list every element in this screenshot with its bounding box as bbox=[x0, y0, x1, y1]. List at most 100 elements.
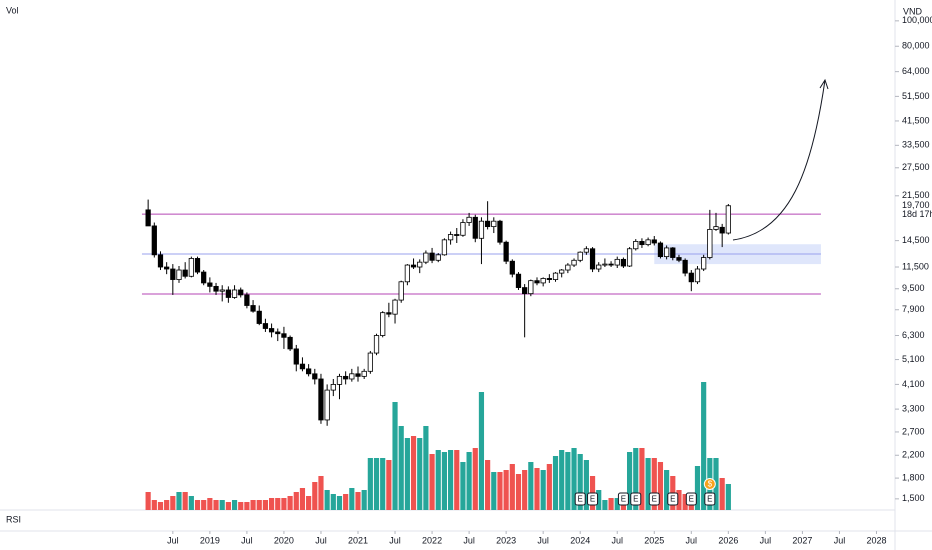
volume-bar bbox=[429, 454, 435, 510]
volume-bar bbox=[281, 498, 287, 510]
volume-bar bbox=[639, 448, 645, 510]
candle-body bbox=[725, 205, 731, 234]
candle-body bbox=[614, 258, 620, 266]
x-tick-label: Jul bbox=[241, 535, 253, 545]
candle-body bbox=[231, 289, 238, 298]
candle-body bbox=[682, 259, 688, 274]
candle-body bbox=[305, 368, 312, 375]
earnings-label: E bbox=[578, 495, 583, 504]
y-tick-label: 33,500 bbox=[902, 140, 930, 150]
x-tick-label: Jul bbox=[463, 535, 475, 545]
volume-bar bbox=[145, 492, 151, 510]
arrow-head bbox=[819, 78, 829, 90]
y-tick-label: 51,500 bbox=[902, 91, 930, 101]
x-tick-label: Jul bbox=[389, 535, 401, 545]
volume-bar bbox=[460, 462, 466, 510]
x-tick-label: Jul bbox=[834, 535, 846, 545]
candle-body bbox=[719, 226, 725, 234]
candle-body bbox=[571, 259, 577, 266]
candle-body bbox=[503, 241, 509, 262]
candle-body bbox=[466, 216, 472, 223]
candle-body bbox=[589, 248, 596, 270]
candle-body bbox=[515, 273, 522, 288]
volume-bar bbox=[318, 476, 324, 510]
volume-bar bbox=[250, 500, 256, 510]
candle-body bbox=[429, 252, 435, 261]
candle-body bbox=[694, 268, 701, 283]
volume-bar bbox=[478, 392, 485, 510]
x-tick-label: 2020 bbox=[274, 535, 294, 545]
candle-body bbox=[380, 312, 386, 336]
x-tick-label: Jul bbox=[611, 535, 623, 545]
volume-bar bbox=[367, 458, 373, 510]
y-tick-label: 3,300 bbox=[902, 403, 925, 413]
y-tick-label: 1,800 bbox=[902, 472, 925, 482]
candle-body bbox=[293, 348, 299, 365]
volume-bar bbox=[701, 382, 707, 510]
candle-body bbox=[491, 220, 497, 228]
volume-bar bbox=[694, 466, 701, 510]
volume-bar bbox=[676, 490, 682, 510]
candle-body bbox=[386, 312, 392, 315]
candle-body bbox=[404, 264, 411, 283]
volume-bar bbox=[522, 470, 528, 510]
volume-bar bbox=[398, 426, 404, 510]
volume-bar bbox=[330, 494, 336, 510]
volume-bar bbox=[324, 490, 330, 510]
candle-body bbox=[343, 375, 349, 380]
y-tick-label: 2,700 bbox=[902, 426, 925, 436]
earnings-marker bbox=[630, 492, 642, 506]
earnings-label: E bbox=[707, 495, 712, 504]
earnings-label: E bbox=[652, 495, 657, 504]
volume-bar bbox=[485, 460, 491, 510]
earnings-marker bbox=[685, 492, 697, 506]
candle-body bbox=[201, 271, 207, 284]
volume-bar bbox=[404, 438, 410, 510]
volume-bar bbox=[571, 448, 577, 510]
volume-label: Vol bbox=[6, 5, 19, 15]
y-tick-label: 80,000 bbox=[902, 41, 930, 51]
candle-body bbox=[713, 226, 719, 230]
candle-body bbox=[423, 252, 429, 263]
candle-body bbox=[620, 258, 627, 267]
volume-bar bbox=[515, 474, 522, 510]
volume-bar bbox=[540, 470, 546, 510]
candle-body bbox=[318, 378, 324, 421]
volume-bar bbox=[423, 426, 429, 510]
candle-body bbox=[373, 335, 380, 354]
candle-body bbox=[250, 305, 256, 312]
volume-bar bbox=[435, 450, 441, 510]
volume-bar bbox=[306, 496, 312, 510]
volume-bar bbox=[355, 492, 361, 510]
y-tick-label: 11,500 bbox=[902, 261, 929, 271]
volume-bar bbox=[441, 452, 448, 510]
volume-bar bbox=[207, 498, 213, 510]
candle-body bbox=[330, 384, 336, 391]
candle-body bbox=[367, 352, 373, 372]
candle-body bbox=[454, 234, 460, 236]
volume-bar bbox=[231, 500, 238, 510]
volume-bar bbox=[664, 470, 670, 510]
volume-bar bbox=[509, 464, 515, 510]
candle-body bbox=[528, 280, 534, 295]
candle-body bbox=[596, 264, 602, 270]
volume-bar bbox=[559, 450, 565, 510]
candle-body bbox=[349, 373, 355, 380]
candle-body bbox=[460, 222, 466, 236]
candle-body bbox=[484, 220, 491, 228]
volume-bar bbox=[534, 468, 540, 510]
candle-body bbox=[170, 268, 176, 280]
candle-body bbox=[663, 247, 670, 258]
volume-bar bbox=[361, 490, 367, 510]
volume-bar bbox=[596, 490, 602, 510]
candle-body bbox=[651, 239, 657, 244]
volume-bar bbox=[528, 462, 534, 510]
volume-bar bbox=[201, 500, 207, 510]
volume-bar bbox=[719, 478, 725, 510]
candle-body bbox=[608, 263, 614, 266]
volume-bar bbox=[410, 436, 417, 510]
candle-body bbox=[244, 294, 250, 306]
volume-bar bbox=[633, 448, 639, 510]
candle-body bbox=[435, 254, 441, 261]
